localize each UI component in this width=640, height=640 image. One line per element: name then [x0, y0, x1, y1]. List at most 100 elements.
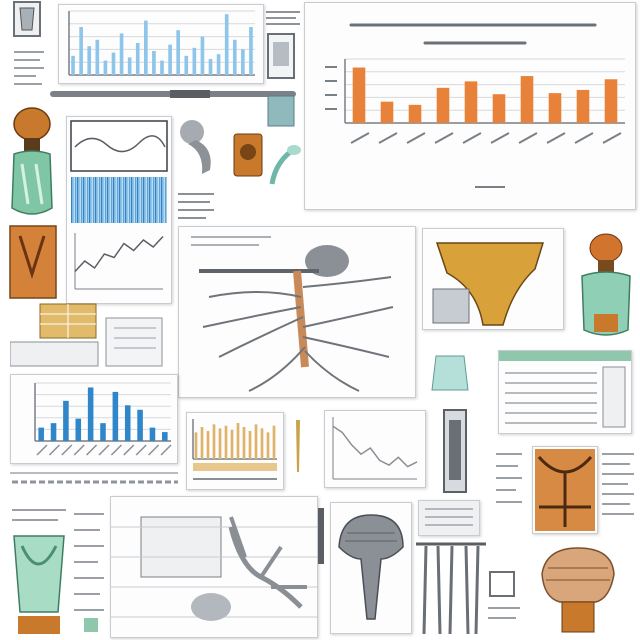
barcode-stripe [73, 177, 75, 223]
main-bar-chart-panel [304, 2, 636, 210]
bar [352, 67, 366, 123]
footnote-scribble [10, 476, 180, 488]
bottom-mini-table-panel [418, 500, 480, 536]
right-spreadsheet-panel [498, 350, 632, 434]
amber-block [232, 132, 264, 178]
coral-specimen [536, 544, 620, 636]
teal-sprout [266, 140, 302, 188]
legend-strip [193, 463, 277, 471]
left-table-panel [10, 300, 170, 370]
barcode-stripe [97, 177, 99, 223]
fungus-specimen-icon [180, 120, 211, 174]
bar [127, 57, 132, 75]
barcode-stripe [95, 177, 97, 223]
barcode-stripe [163, 177, 165, 223]
barcode-stripe [133, 177, 135, 223]
bar [218, 428, 222, 459]
decline-line-chart [332, 417, 418, 480]
fungus-specimen [174, 118, 224, 178]
barcode-stripe [143, 177, 145, 223]
x-tick-label [36, 444, 48, 456]
x-tick-label [350, 132, 370, 144]
bar [520, 76, 534, 123]
barcode-stripe [79, 177, 81, 223]
bottom-sketch-panel [110, 496, 318, 638]
bar [436, 87, 450, 123]
bar [192, 47, 197, 75]
blue-bar-chart-panel [10, 374, 178, 464]
bar [216, 54, 221, 75]
tan-bar-chart [192, 419, 277, 480]
bar [87, 387, 94, 441]
glass-specimen-column [4, 104, 60, 300]
barcode-stripe [85, 177, 87, 223]
barcode-stripe [81, 177, 83, 223]
bar [137, 409, 143, 441]
series-line [74, 235, 164, 273]
bar [464, 81, 478, 123]
bar [135, 43, 140, 75]
tan-bar-chart-panel [186, 412, 284, 490]
decline-line-chart-panel [324, 410, 426, 488]
bar [224, 425, 228, 459]
bar [604, 79, 618, 123]
x-tick-label [148, 444, 160, 456]
bar [206, 431, 210, 459]
amber-skull-panel [422, 228, 564, 330]
x-tick-label [518, 132, 538, 144]
x-tick-label [490, 132, 510, 144]
left-wave-line-chart [74, 233, 164, 290]
barcode-stripe [75, 177, 77, 223]
barcode-stripe [77, 177, 79, 223]
barcode-stripe [159, 177, 161, 223]
bar [260, 428, 264, 459]
x-tick-label [378, 132, 398, 144]
x-tick-label [61, 444, 73, 456]
barcode-stripe [119, 177, 121, 223]
barcode-stripe [113, 177, 115, 223]
x-tick-label [602, 132, 622, 144]
bar [100, 423, 106, 441]
bar [242, 427, 246, 459]
amber-cross-section-panel [532, 446, 598, 534]
right-small-text-block [494, 446, 524, 526]
lamp-specimen [574, 230, 636, 342]
bar [149, 427, 156, 441]
bar [248, 431, 252, 459]
bar [112, 391, 119, 441]
bar [144, 20, 148, 76]
blue-bar-chart [34, 382, 172, 456]
barcode-stripe [149, 177, 151, 223]
bar [266, 432, 270, 459]
bar [249, 27, 253, 75]
stem-bundle-icon [416, 542, 486, 635]
barcode-stripe [125, 177, 127, 223]
x-tick-label [434, 132, 454, 144]
bar [119, 33, 124, 75]
bar [103, 60, 108, 75]
bar [111, 52, 116, 75]
bottom-glass-icon [12, 509, 66, 634]
barcode-stripe [123, 177, 125, 223]
x-tick-label [160, 444, 172, 456]
amber-skull-specimen [432, 242, 545, 326]
barcode-stripe [165, 177, 167, 223]
bar [492, 94, 506, 123]
bar [241, 49, 245, 75]
barcode-stripe [147, 177, 149, 223]
bar [236, 423, 240, 459]
probe-icon [50, 90, 296, 98]
bar [194, 432, 198, 459]
bar [200, 36, 205, 75]
bar [224, 14, 229, 75]
x-tick-label [98, 444, 110, 456]
main-chart-title-scribble [349, 23, 597, 45]
x-tick-label [110, 444, 122, 456]
bar [71, 55, 75, 75]
pin-instrument [290, 416, 306, 476]
glass-bottle-icon [9, 107, 57, 299]
left-data-table [10, 303, 163, 367]
barcode-stripe [129, 177, 131, 223]
small-sketch-block [176, 188, 216, 224]
barcode-stripe [109, 177, 111, 223]
